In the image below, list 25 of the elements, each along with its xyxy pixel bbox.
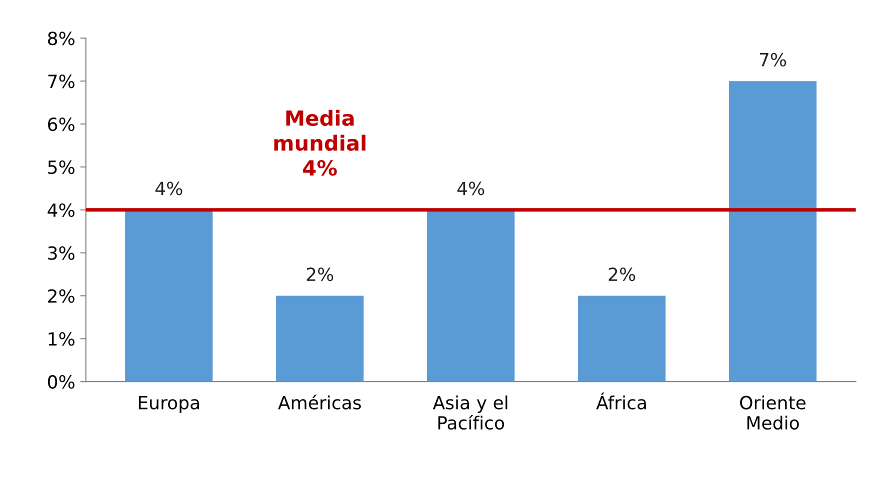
bar xyxy=(728,81,817,382)
y-tick-label: 2% xyxy=(48,289,74,303)
x-tick-label: África xyxy=(596,392,646,410)
data-label: 2% xyxy=(608,267,636,282)
data-label: 7% xyxy=(760,52,786,66)
x-tick-label: Américas xyxy=(278,394,361,410)
ref-line-label: Media mundial 4% xyxy=(274,110,366,176)
y-tick-label: 7% xyxy=(48,74,74,88)
data-label: 4% xyxy=(457,182,484,196)
x-tick-label: Europa xyxy=(138,396,199,413)
data-label: 2% xyxy=(306,267,334,282)
bar xyxy=(578,296,666,382)
data-label: 4% xyxy=(155,182,182,196)
y-tick-label: 0% xyxy=(48,375,74,389)
y-tick-label: 8% xyxy=(48,32,74,46)
y-tick-label: 4% xyxy=(48,203,74,217)
bar xyxy=(427,210,515,382)
y-tick-label: 5% xyxy=(48,160,74,174)
y-tick-label: 3% xyxy=(48,246,74,260)
bar xyxy=(276,296,364,382)
y-tick-label: 6% xyxy=(48,117,74,132)
y-tick-label: 1% xyxy=(48,332,74,346)
bar xyxy=(125,210,213,382)
x-tick-label: Oriente Medio xyxy=(740,395,806,430)
x-tick-label: Asia y el Pacífico xyxy=(432,395,508,430)
